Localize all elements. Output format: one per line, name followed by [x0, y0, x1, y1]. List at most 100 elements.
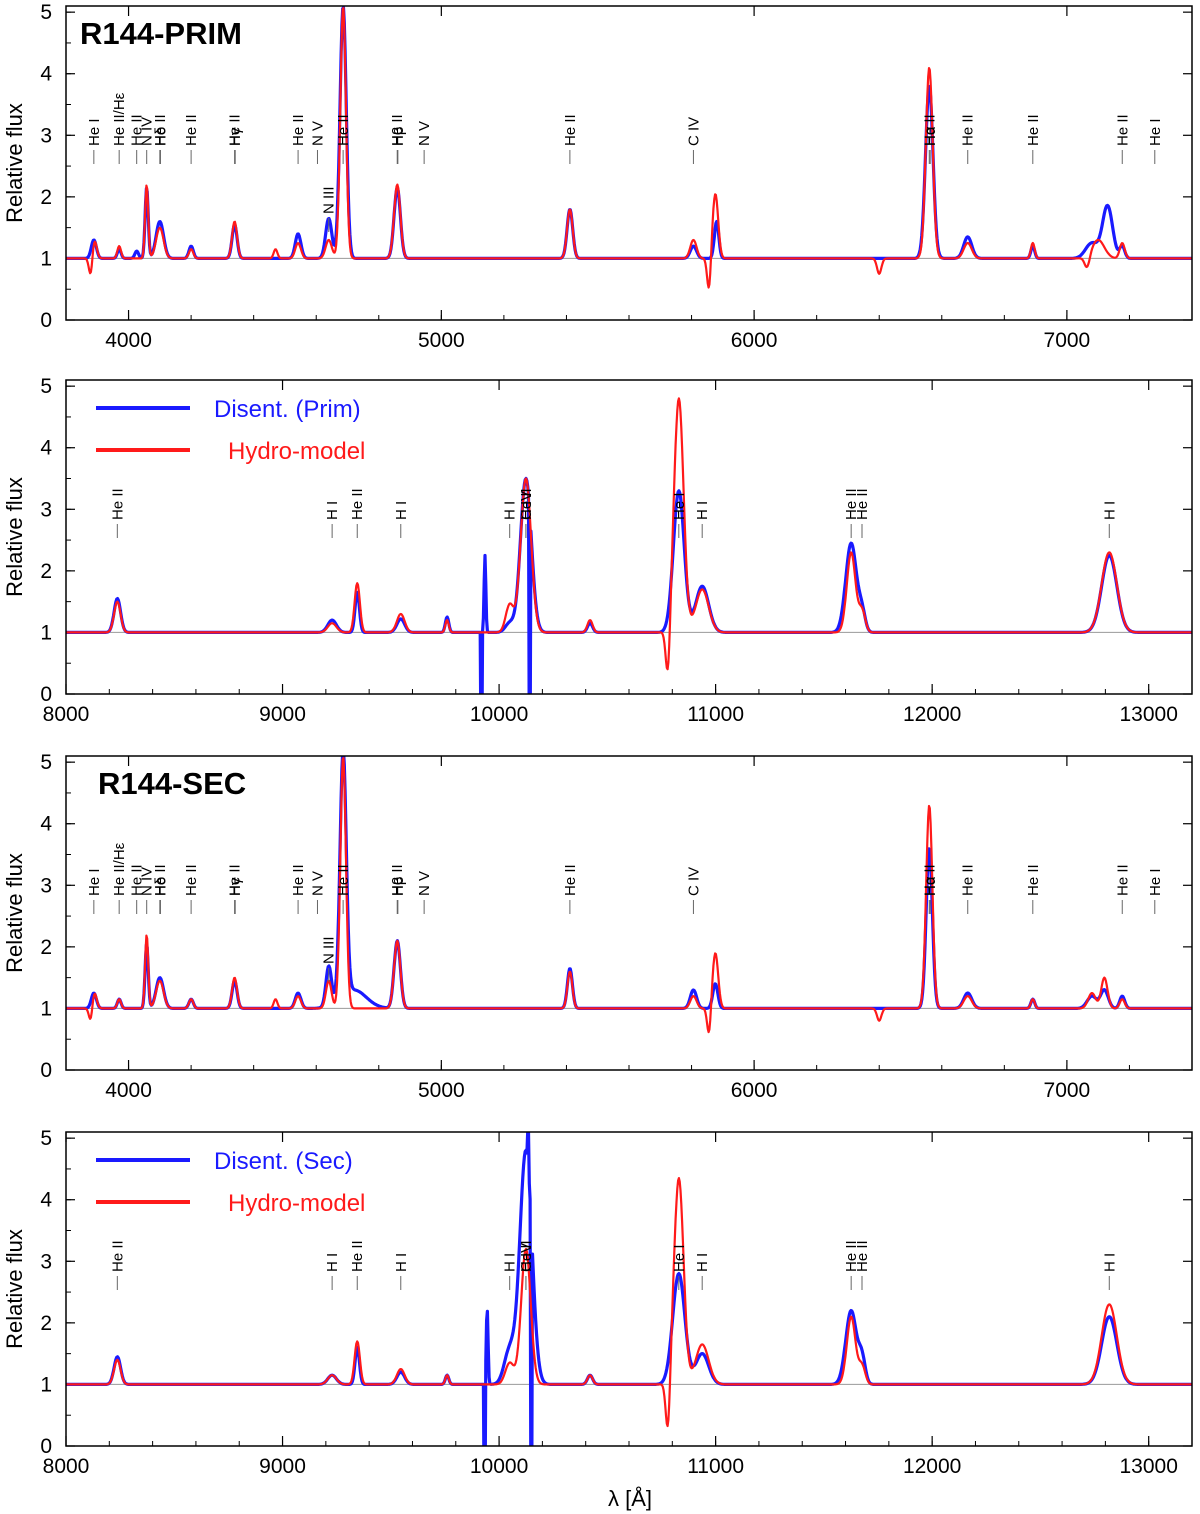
line-label: N V [416, 121, 433, 146]
plot-frame [65, 379, 1193, 695]
line-label: H I [393, 1253, 410, 1272]
x-tick-label: 12000 [903, 703, 961, 726]
x-tick-label: 6000 [731, 329, 778, 352]
y-axis-title: Relative flux [2, 103, 27, 223]
line-label: He II [290, 114, 307, 146]
line-label: He II/Hε [111, 842, 128, 896]
line-label: He II [290, 864, 307, 896]
y-tick-label: 0 [40, 309, 52, 332]
y-tick-label: 4 [40, 1189, 52, 1212]
line-label: He II [349, 1240, 366, 1272]
y-tick-label: 5 [40, 375, 52, 398]
line-label: N V [309, 871, 326, 896]
line-label: He II [335, 864, 352, 896]
line-label: H I [1101, 1253, 1118, 1272]
line-label: H I [393, 501, 410, 520]
series-line-disent [66, 476, 1192, 694]
x-tick-label: 9000 [259, 703, 306, 726]
y-tick-label: 3 [40, 498, 52, 521]
x-tick-label: 5000 [418, 1079, 465, 1102]
x-tick-label: 4000 [105, 1079, 152, 1102]
y-tick-label: 1 [40, 1373, 52, 1396]
series-line-hydro-model [66, 397, 1192, 671]
y-tick-label: 1 [40, 247, 52, 270]
line-label: He II [1114, 114, 1131, 146]
y-axis-title: Relative flux [2, 1229, 27, 1349]
x-tick-label: 11000 [687, 703, 744, 726]
x-tick-label: 10000 [470, 703, 528, 726]
y-tick-label: 2 [40, 936, 52, 959]
line-label: C IV [685, 867, 702, 896]
x-tick-label: 4000 [105, 329, 152, 352]
legend-label: Disent. (Prim) [214, 396, 361, 423]
y-tick-label: 2 [40, 560, 52, 583]
x-tick-label: 9000 [259, 1455, 306, 1478]
line-label: H I [502, 501, 519, 520]
line-label: H I [694, 1253, 711, 1272]
line-label: Hγ [227, 877, 244, 896]
line-label: He I [671, 492, 688, 520]
line-label: He II [843, 1240, 860, 1272]
series-line-hydro-model [66, 756, 1192, 1034]
line-label: He II [183, 864, 200, 896]
legend-label: Hydro-model [228, 438, 365, 465]
line-label: He II [854, 488, 871, 520]
panel-title: R144-SEC [98, 766, 246, 801]
x-axis-title: λ [Å] [608, 1486, 652, 1511]
x-tick-label: 11000 [687, 1455, 744, 1478]
y-tick-label: 2 [40, 186, 52, 209]
line-label: He II [335, 114, 352, 146]
line-label: He II [389, 114, 406, 146]
line-label: He II [109, 1240, 126, 1272]
line-label: He II/Hε [111, 92, 128, 146]
x-tick-label: 5000 [418, 329, 465, 352]
line-label: H I [324, 1253, 341, 1272]
line-label: N IV [139, 867, 156, 896]
line-label: He II [1025, 114, 1042, 146]
line-label: He II [152, 114, 169, 146]
y-axis-title: Relative flux [2, 853, 27, 973]
y-tick-label: 1 [40, 997, 52, 1020]
y-tick-label: 3 [40, 1250, 52, 1273]
y-tick-label: 3 [40, 124, 52, 147]
line-label: Hδ [152, 127, 169, 146]
series-line-hydro-model [66, 1177, 1192, 1428]
line-label: Hα [922, 126, 939, 146]
x-tick-label: 13000 [1119, 1455, 1177, 1478]
line-label: He II [960, 864, 977, 896]
line-label: H I [694, 501, 711, 520]
plot-frame [65, 1131, 1193, 1447]
y-tick-label: 4 [40, 63, 52, 86]
line-label: He I [1147, 868, 1164, 896]
line-label: H I [1101, 501, 1118, 520]
y-axis-title: Relative flux [2, 477, 27, 597]
y-tick-label: 4 [40, 813, 52, 836]
line-label: He II [183, 114, 200, 146]
y-tick-label: 3 [40, 874, 52, 897]
line-label: He II [129, 864, 146, 896]
line-label: H I [502, 1253, 519, 1272]
line-label: He II [562, 114, 579, 146]
y-tick-label: 5 [40, 751, 52, 774]
line-label: He II [389, 864, 406, 896]
line-label: Hδ [152, 877, 169, 896]
line-label: He II [518, 488, 535, 520]
x-tick-label: 8000 [43, 703, 90, 726]
x-tick-label: 7000 [1044, 329, 1091, 352]
y-tick-label: 0 [40, 1059, 52, 1082]
plot-frame [65, 755, 1193, 1071]
line-label: N V [416, 871, 433, 896]
line-label: He I [671, 1244, 688, 1272]
line-label: C IV [518, 1243, 535, 1272]
y-tick-label: 0 [40, 1435, 52, 1458]
line-label: N III [321, 936, 338, 964]
y-tick-label: 5 [40, 1, 52, 24]
y-tick-label: 2 [40, 1312, 52, 1335]
line-label: He II [921, 864, 938, 896]
line-label: He II [843, 488, 860, 520]
